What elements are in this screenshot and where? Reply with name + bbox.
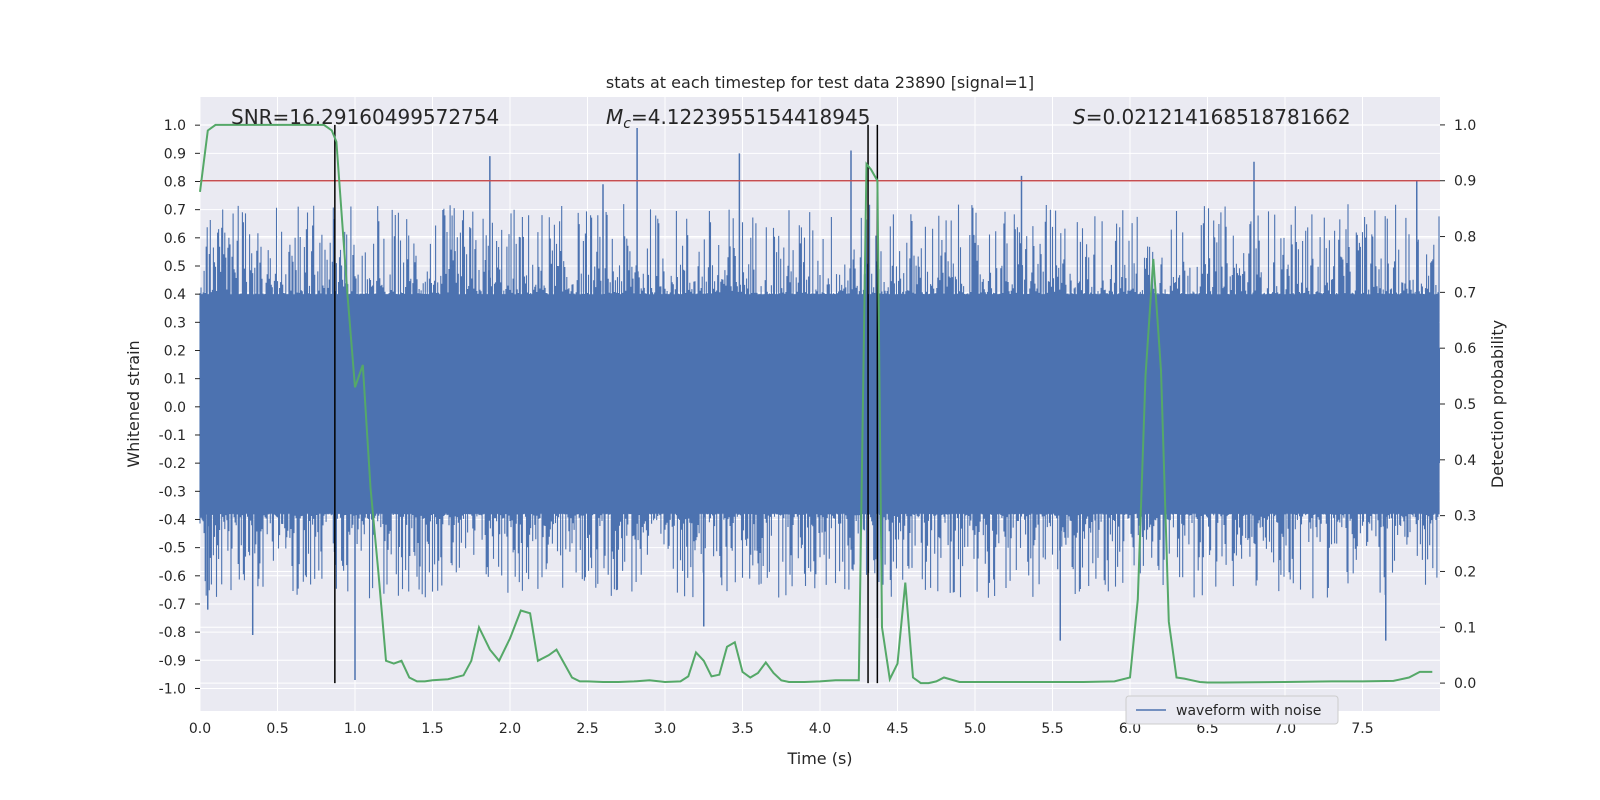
s-annotation: S=0.021214168518781662 xyxy=(1073,105,1351,129)
x-tick-label: 3.0 xyxy=(654,721,676,737)
mc-symbol: M xyxy=(606,105,623,129)
y2-tick-label: 0.7 xyxy=(1454,285,1476,301)
y2-tick-label: 0.9 xyxy=(1454,174,1476,190)
y-tick-label: -0.9 xyxy=(159,653,186,669)
y-tick-label: -0.8 xyxy=(159,625,186,641)
x-tick-label: 4.0 xyxy=(809,721,831,737)
mc-subscript: c xyxy=(623,116,631,132)
chart-title: stats at each timestep for test data 238… xyxy=(606,73,1034,92)
y2-tick-label: 0.2 xyxy=(1454,564,1476,580)
overlay xyxy=(199,123,1440,685)
y-tick-label: -0.6 xyxy=(159,569,186,585)
y-tick-label: 0.9 xyxy=(164,146,186,162)
y-tick-label: 0.1 xyxy=(164,372,186,388)
y2-tick-label: 0.6 xyxy=(1454,341,1476,357)
x-tick-label: 0.0 xyxy=(189,721,211,737)
legend-box xyxy=(1125,695,1339,725)
x-tick-label: 7.5 xyxy=(1351,721,1373,737)
x-tick-label: 1.5 xyxy=(421,721,443,737)
y-tick-label: -1.0 xyxy=(159,681,186,697)
y-tick-label: -0.7 xyxy=(159,597,186,613)
y-tick-label: 0.8 xyxy=(164,174,186,190)
y2-axis-label: Detection probability xyxy=(1488,320,1507,488)
x-tick-label: 3.5 xyxy=(731,721,753,737)
axes: 0.0 0.5 1.0 1.5 2.0 2.5 3.0 3.5 4.0 4.5 5.0 5.5 6.0 6… xyxy=(159,118,1477,737)
mc-annotation: Mc=4.1223955154418945 xyxy=(606,105,870,132)
waveform-series xyxy=(199,127,1440,681)
y-tick-label: 0.0 xyxy=(164,400,186,416)
y-tick-label: 0.7 xyxy=(164,203,186,219)
y-tick-label: -0.5 xyxy=(159,541,186,557)
x-tick-label: 7.0 xyxy=(1274,721,1296,737)
x-axis-label: Time (s) xyxy=(786,749,852,768)
x-tick-label: 6.0 xyxy=(1119,721,1141,737)
y2-tick-label: 1.0 xyxy=(1454,118,1476,134)
x-tick-label: 4.5 xyxy=(886,721,908,737)
x-tick-label: 2.0 xyxy=(499,721,521,737)
y-tick-label: 0.4 xyxy=(164,287,186,303)
s-value: =0.021214168518781662 xyxy=(1086,105,1351,129)
y2-tick-label: 0.4 xyxy=(1454,453,1476,469)
x-tick-label: 6.5 xyxy=(1196,721,1218,737)
y-tick-label: -0.4 xyxy=(159,512,186,528)
y-tick-label: 0.6 xyxy=(164,231,186,247)
legend-label: waveform with noise xyxy=(1176,703,1321,719)
y2-tick-label: 0.8 xyxy=(1454,230,1476,246)
y-tick-label: 0.2 xyxy=(164,343,186,359)
y-tick-label: -0.1 xyxy=(159,428,186,444)
waveform-core xyxy=(200,347,1440,464)
probability-curve xyxy=(199,123,1433,685)
y-tick-label: -0.3 xyxy=(159,484,186,500)
y2-tick-label: 0.5 xyxy=(1454,397,1476,413)
y-axis-label: Whitened strain xyxy=(124,340,143,467)
y2-tick-label: 0.3 xyxy=(1454,509,1476,525)
y-tick-label: -0.2 xyxy=(159,456,186,472)
y2-tick-label: 0.1 xyxy=(1454,620,1476,636)
s-symbol: S xyxy=(1073,105,1086,129)
x-tick-label: 2.5 xyxy=(576,721,598,737)
y-tick-label: 0.3 xyxy=(164,315,186,331)
x-tick-label: 5.5 xyxy=(1041,721,1063,737)
y2-tick-label: 0.0 xyxy=(1454,676,1476,692)
x-tick-label: 1.0 xyxy=(344,721,366,737)
snr-annotation: SNR=16.29160499572754 xyxy=(231,105,499,129)
y-tick-label: 1.0 xyxy=(164,118,186,134)
y-tick-label: 0.5 xyxy=(164,259,186,275)
x-tick-label: 0.5 xyxy=(266,721,288,737)
x-tick-label: 5.0 xyxy=(964,721,986,737)
mc-value: =4.1223955154418945 xyxy=(631,105,870,129)
legend: waveform with noise xyxy=(1125,695,1339,725)
